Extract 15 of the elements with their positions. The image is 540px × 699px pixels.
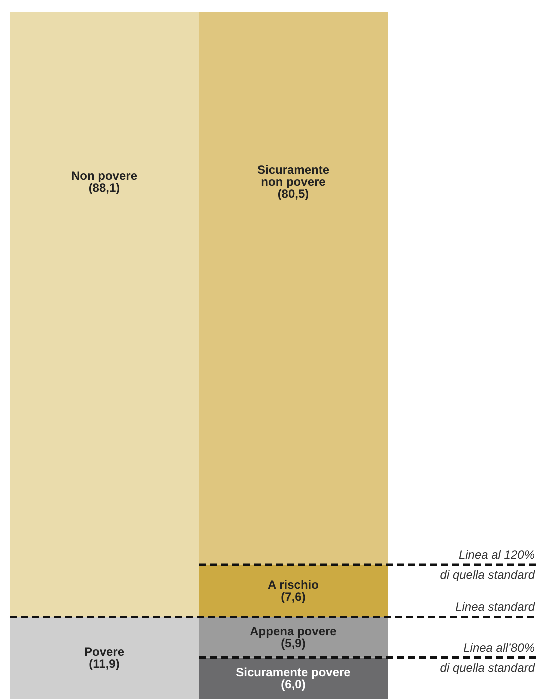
series-label: Non povere <box>71 169 138 183</box>
series-label: A rischio <box>268 578 319 592</box>
series-label: Sicuramente non povere <box>257 163 330 189</box>
ref-line-label: Linea all’80% di quella standard <box>440 640 536 675</box>
data-label: (5,9) <box>281 636 306 651</box>
series-label: Sicuramente povere <box>236 665 352 680</box>
series-label: Appena povere <box>250 624 338 639</box>
data-label: (7,6) <box>281 590 306 604</box>
data-label: (80,5) <box>278 187 310 201</box>
data-label: (6,0) <box>281 677 306 692</box>
data-label: (88,1) <box>88 181 120 195</box>
series-label: Povere <box>84 645 125 660</box>
data-label: (11,9) <box>89 657 120 672</box>
ref-line-label: Linea al 120% di quella standard <box>440 548 536 582</box>
ref-line-label: Linea standard <box>456 600 536 614</box>
